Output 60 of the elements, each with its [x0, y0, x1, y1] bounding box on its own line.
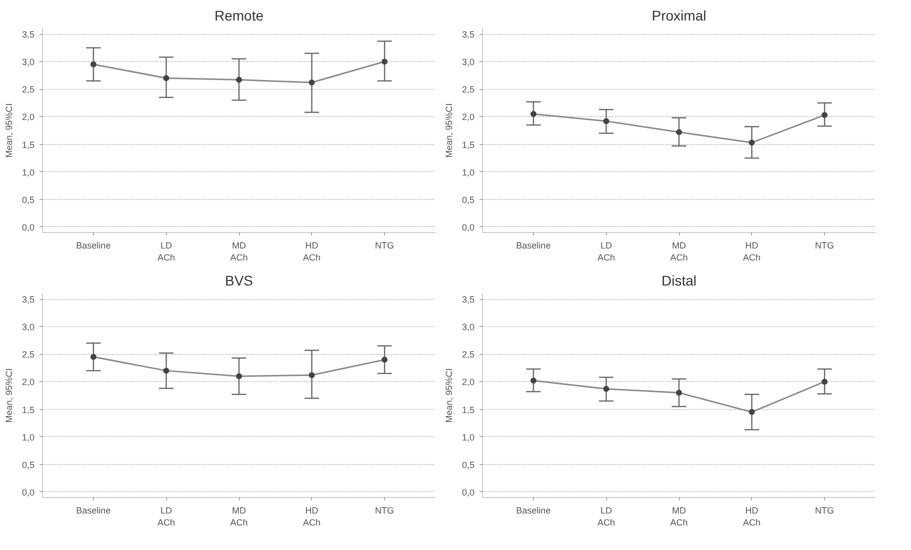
- y-tick-label: 0,5: [22, 194, 35, 205]
- y-tick-label: 0,0: [462, 487, 475, 498]
- x-tick-label: HD ACh: [743, 240, 761, 262]
- chart-title: BVS: [224, 272, 254, 288]
- x-tick-label: NTG: [815, 240, 834, 250]
- y-tick-label: 3,0: [462, 322, 475, 332]
- x-tick-label: LD ACh: [597, 240, 615, 262]
- x-tick-label: MD ACh: [670, 240, 688, 262]
- y-tick-label: 2,5: [462, 350, 475, 360]
- y-tick-label: 3,5: [22, 30, 35, 40]
- y-tick-label: 0,0: [22, 222, 35, 232]
- y-tick-label: 2,0: [22, 112, 35, 122]
- y-tick-label: 0,0: [462, 222, 475, 232]
- y-tick-label: 2,0: [462, 377, 475, 388]
- y-tick-label: 1,5: [462, 140, 475, 150]
- y-tick-label: 0,5: [22, 460, 35, 470]
- y-tick-label: 2,5: [462, 84, 475, 95]
- chart-title: Remote: [214, 8, 264, 24]
- x-tick-label: Baseline: [76, 240, 111, 250]
- y-tick-label: 2,5: [22, 350, 35, 360]
- x-tick-label: Baseline: [516, 240, 551, 250]
- chart-title: Proximal: [652, 8, 706, 24]
- x-tick-label: NTG: [375, 240, 394, 250]
- y-tick-label: 1,0: [22, 167, 35, 178]
- x-tick-label: Baseline: [516, 506, 551, 516]
- y-tick-label: 3,5: [462, 294, 475, 305]
- y-tick-label: 3,5: [462, 30, 475, 40]
- y-tick-label: 2,0: [22, 377, 35, 388]
- y-axis-title: Mean, 95%CI: [444, 368, 454, 423]
- y-tick-label: 3,0: [22, 57, 35, 68]
- y-tick-label: 2,5: [22, 84, 35, 95]
- y-tick-label: 2,0: [462, 112, 475, 122]
- chart-title: Distal: [661, 272, 697, 288]
- x-tick-label: HD ACh: [303, 240, 321, 262]
- y-tick-label: 1,5: [22, 140, 35, 150]
- y-tick-label: 1,0: [462, 167, 475, 178]
- y-axis-title: Mean, 95%CI: [4, 103, 14, 158]
- x-tick-label: MD ACh: [230, 506, 248, 528]
- y-tick-label: 1,5: [22, 404, 35, 415]
- x-tick-label: NTG: [815, 506, 834, 516]
- x-tick-label: HD ACh: [303, 506, 321, 528]
- x-tick-label: Baseline: [76, 506, 111, 516]
- x-tick-label: HD ACh: [743, 506, 761, 528]
- x-tick-label: LD ACh: [157, 240, 175, 262]
- x-tick-label: MD ACh: [670, 506, 688, 528]
- x-tick-label: LD ACh: [597, 506, 615, 528]
- y-tick-label: 3,0: [22, 322, 35, 332]
- y-tick-label: 0,0: [22, 487, 35, 498]
- y-tick-label: 0,5: [462, 460, 475, 470]
- y-tick-label: 1,0: [462, 432, 475, 442]
- y-tick-label: 0,5: [462, 194, 475, 205]
- x-tick-label: LD ACh: [157, 506, 175, 528]
- x-tick-label: MD ACh: [230, 240, 248, 262]
- y-tick-label: 1,5: [462, 404, 475, 415]
- y-axis-title: Mean, 95%CI: [4, 368, 14, 423]
- y-tick-label: 3,5: [22, 294, 35, 305]
- y-tick-label: 1,0: [22, 432, 35, 442]
- y-tick-label: 3,0: [462, 57, 475, 68]
- x-tick-label: NTG: [375, 506, 394, 516]
- y-axis-title: Mean, 95%CI: [444, 103, 454, 158]
